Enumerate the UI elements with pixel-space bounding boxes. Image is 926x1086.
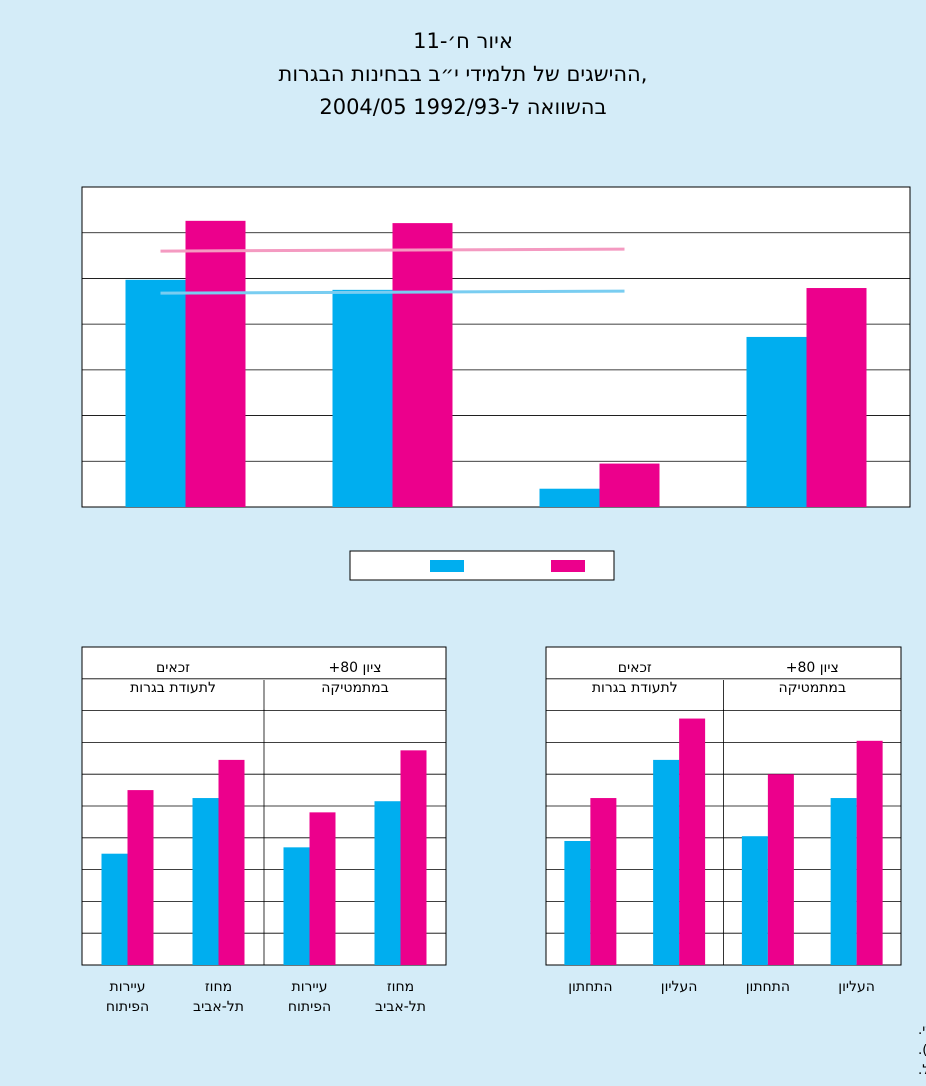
x-tick-label: העליון	[661, 979, 698, 995]
bar-1992-93	[564, 840, 591, 965]
bar-2004-05	[392, 223, 453, 507]
bar-1992-93	[653, 759, 680, 965]
legend	[349, 550, 615, 581]
legend-swatch-2004-05	[551, 560, 585, 572]
x-tick-label: עיירות	[292, 979, 328, 995]
reference-line-1992-93	[160, 289, 625, 295]
bar-1992-93	[374, 801, 401, 965]
bar-1992-93	[192, 798, 219, 965]
x-tick-label: העליון	[838, 979, 875, 995]
bar-2004-05	[127, 790, 154, 965]
group-label: לתעודת בגרות	[130, 680, 216, 696]
group-label: ציון 80+	[328, 660, 381, 676]
x-tick-label: מחוז	[387, 979, 414, 995]
reference-line-2004-05	[160, 247, 625, 253]
bar-2004-05	[599, 463, 660, 507]
bar-1992-93	[539, 488, 600, 507]
legend-swatch-1992-93	[430, 560, 464, 572]
bar-2004-05	[400, 750, 427, 965]
bar-1992-93	[746, 336, 807, 507]
footnote-1: 1) בחינוך הממלכתי העברי.	[918, 1022, 926, 1038]
figure-title-line1: איור ח׳-11	[413, 29, 513, 53]
x-tick-label: התחתון	[746, 979, 790, 995]
bar-2004-05	[679, 718, 706, 965]
group-label: במתמטיקה	[321, 680, 389, 696]
bar-1992-93	[830, 798, 857, 965]
bar-2004-05	[806, 288, 867, 507]
figure-title-line2: ההישגים של תלמידי י״ב בבחינות הבגרות,	[279, 62, 648, 86]
bar-1992-93	[125, 279, 186, 507]
figure-title-line3: 2004/05 בהשוואה ל-1992/93	[319, 95, 606, 119]
bar-2004-05	[590, 798, 617, 965]
bar-2004-05	[767, 774, 794, 965]
chart-b: זכאים לתעודת בגרות ציון 80+ במתמטיקה התחתון ה…	[545, 646, 902, 995]
chart-c: זכאים לתעודת בגרות ציון 80+ במתמטיקה עיירות ה…	[81, 646, 447, 1015]
footnote-2: 2) חמישוני הכנסה משפחתית פנויה לנפש תקני…	[918, 1042, 926, 1058]
x-tick-label: עיירות	[110, 979, 146, 995]
x-tick-label: תל-אביב	[193, 999, 244, 1015]
chart-a	[81, 186, 911, 581]
bar-1992-93	[101, 853, 128, 965]
bar-1992-93	[332, 289, 393, 507]
bar-2004-05	[185, 220, 246, 508]
bar-1992-93	[741, 836, 768, 965]
x-tick-label: הפיתוח	[106, 999, 149, 1015]
group-label: ציון 80+	[786, 660, 839, 676]
group-label: זכאים	[618, 660, 652, 676]
source-note: המקור: הלשכה המרכזית לסטטיסטיקה ועיבודי …	[918, 1062, 926, 1078]
bar-2004-05	[309, 812, 336, 965]
bar-2004-05	[218, 759, 245, 965]
x-tick-label: מחוז	[205, 979, 232, 995]
group-label: במתמטיקה	[778, 680, 846, 696]
bar-2004-05	[856, 740, 883, 965]
group-label: זכאים	[156, 660, 190, 676]
x-tick-label: תל-אביב	[375, 999, 426, 1015]
bar-1992-93	[283, 847, 310, 965]
x-tick-label: הפיתוח	[288, 999, 331, 1015]
x-tick-label: התחתון	[568, 979, 612, 995]
group-label: לתעודת בגרות	[592, 680, 678, 696]
